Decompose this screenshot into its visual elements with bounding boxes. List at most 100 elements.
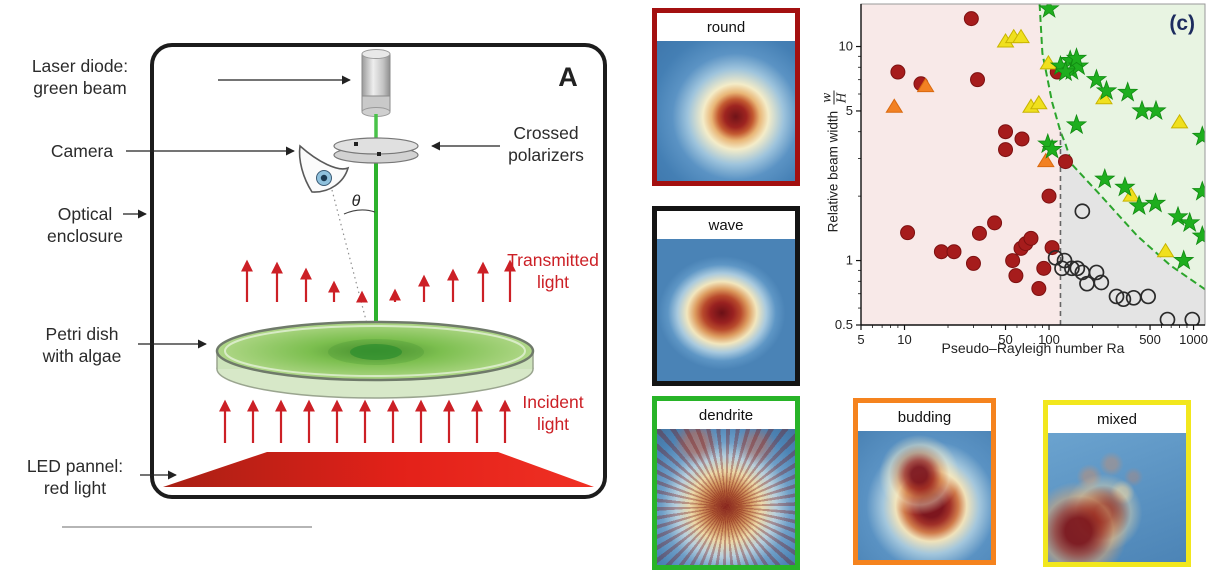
incident-label-line1: Incident (522, 392, 583, 412)
data-point (1191, 125, 1205, 146)
data-point (1041, 138, 1063, 159)
data-point (916, 77, 935, 93)
laser-diode (361, 49, 391, 117)
data-point (1144, 192, 1167, 213)
data-point (1170, 113, 1189, 129)
series-no-pattern (1047, 203, 1201, 325)
transmitted-light-arrows (240, 259, 517, 303)
data-point (1041, 188, 1057, 204)
transmitted-label-line2: light (537, 272, 569, 292)
label-pointers (123, 75, 500, 480)
axis-ticks (856, 45, 1195, 330)
transmitted-label-line1: Transmitted (507, 250, 599, 270)
data-point (1122, 187, 1141, 202)
x-axis-label: Pseudo–Rayleigh number Ra (942, 340, 1125, 356)
incident-label-line2: light (537, 414, 569, 434)
svg-text:500: 500 (1139, 332, 1161, 347)
svg-text:1000: 1000 (1179, 332, 1208, 347)
laser-label-line1: Laser diode: (32, 56, 128, 76)
polarizers-label-line2: polarizers (508, 145, 584, 165)
data-point (1184, 311, 1201, 325)
data-point (1005, 253, 1021, 269)
svg-text:5: 5 (846, 103, 853, 118)
morph-image-dendrite (657, 429, 795, 565)
data-point (890, 64, 906, 80)
led-label-line1: LED pannel: (27, 456, 123, 476)
axis-tick-labels: 5 10 50 100 500 1000 10 5 1 0.5 (835, 39, 1208, 347)
camera-label: Camera (51, 141, 114, 161)
optical-label-line2: enclosure (47, 226, 123, 246)
svg-text:10: 10 (839, 39, 853, 54)
data-point (1074, 203, 1091, 220)
theta-symbol: θ (352, 193, 361, 210)
svg-text:100: 100 (1038, 332, 1060, 347)
scatter-svg: 5 10 50 100 500 1000 10 5 1 0.5 (c) Pseudo–Rayleigh… (835, 3, 1208, 356)
svg-text:10: 10 (897, 332, 911, 347)
data-point (987, 215, 1003, 231)
led-panel (163, 452, 594, 487)
data-point (1156, 242, 1175, 258)
data-point (1065, 113, 1088, 135)
data-point (1008, 268, 1024, 284)
petri-dish (215, 320, 535, 399)
data-point (1039, 54, 1058, 70)
data-point (1108, 288, 1125, 305)
morph-image-wave (657, 239, 795, 381)
data-point (1085, 68, 1108, 89)
svg-text:0.5: 0.5 (835, 317, 853, 332)
data-point (1095, 79, 1118, 100)
data-point (1064, 260, 1080, 277)
data-point (1117, 81, 1139, 102)
led-label-line2: red light (44, 478, 106, 498)
series-budding (885, 77, 1055, 168)
data-point (1179, 211, 1201, 232)
data-point (998, 142, 1014, 158)
data-point (1069, 260, 1086, 277)
data-point (933, 244, 949, 260)
morph-box-round: round (652, 8, 800, 186)
morph-box-mixed: mixed (1043, 400, 1191, 567)
data-point (1036, 260, 1052, 276)
fraction-numerator: w (819, 90, 835, 105)
crossed-polarizers (333, 137, 419, 164)
morph-label-budding: budding (858, 403, 991, 431)
series-mixed (996, 28, 1189, 258)
data-point (971, 225, 987, 241)
data-point (1145, 99, 1167, 120)
light-labels: Transmitted light Incident light (507, 250, 599, 434)
data-point (1057, 154, 1073, 170)
data-point (1023, 230, 1039, 246)
optical-label-line1: Optical (58, 204, 112, 224)
incident-light-arrows (218, 399, 512, 443)
panel-c-label: (c) (1169, 12, 1195, 35)
petri-label-line1: Petri dish (46, 324, 119, 344)
data-point (1115, 291, 1132, 308)
plot-area (861, 4, 1205, 325)
data-point (1173, 249, 1195, 270)
morph-box-wave: wave (652, 206, 800, 386)
boundary-curve (1038, 4, 1205, 291)
data-point (900, 225, 916, 241)
morph-image-round (657, 41, 795, 181)
morph-image-budding (858, 431, 991, 560)
data-point (998, 124, 1014, 140)
svg-text:5: 5 (857, 332, 864, 347)
data-point (1054, 60, 1077, 82)
data-point (1114, 176, 1136, 197)
data-point (970, 72, 986, 88)
morph-image-mixed (1048, 433, 1186, 562)
scatter-chart: Relative beam width w H 5 10 50 100 500 1000 10 5… (806, 0, 1214, 362)
data-point (1191, 180, 1205, 201)
fraction-denominator: H (834, 92, 849, 103)
data-point (1191, 224, 1205, 246)
data-point (963, 11, 979, 27)
morph-box-dendrite: dendrite (652, 396, 800, 570)
region-dendrite (1039, 4, 1205, 290)
data-point (1088, 264, 1105, 281)
data-point (1029, 94, 1048, 110)
petri-label-line2: with algae (42, 346, 122, 366)
polarizers-label-line1: Crossed (513, 123, 578, 143)
data-point (1128, 194, 1150, 215)
